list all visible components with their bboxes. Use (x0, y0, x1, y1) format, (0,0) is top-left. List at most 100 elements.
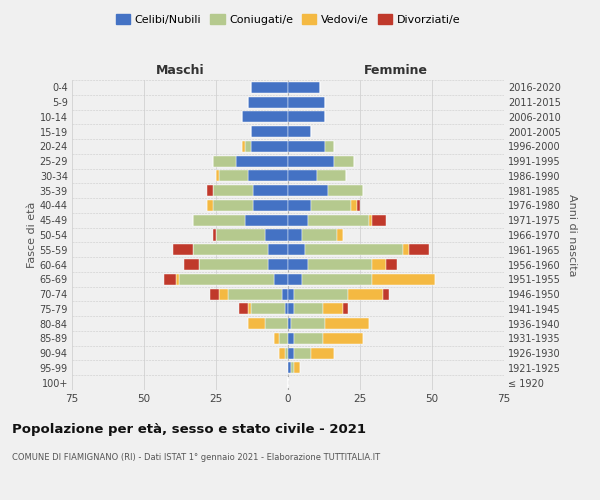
Bar (245, 141, 251, 152)
Bar (176, 274, 179, 285)
Bar (311, 348, 334, 358)
Bar (334, 156, 354, 166)
Bar (199, 259, 268, 270)
Bar (349, 288, 383, 300)
Bar (251, 304, 285, 314)
Bar (288, 230, 302, 240)
Bar (302, 230, 337, 240)
Bar (242, 112, 288, 122)
Bar (213, 200, 253, 211)
Bar (288, 288, 294, 300)
Bar (213, 156, 236, 166)
Bar (294, 288, 349, 300)
Bar (265, 318, 288, 329)
Bar (311, 200, 352, 211)
Bar (288, 274, 302, 285)
Bar (317, 170, 346, 181)
Bar (337, 230, 343, 240)
Bar (308, 259, 371, 270)
Bar (288, 333, 294, 344)
Bar (219, 170, 248, 181)
Bar (386, 259, 397, 270)
Bar (328, 185, 363, 196)
Bar (268, 244, 288, 256)
Bar (291, 362, 294, 374)
Bar (371, 274, 435, 285)
Bar (248, 304, 251, 314)
Text: Femmine: Femmine (364, 64, 428, 77)
Bar (219, 288, 227, 300)
Bar (357, 200, 360, 211)
Bar (227, 288, 282, 300)
Bar (368, 214, 371, 226)
Bar (305, 244, 403, 256)
Bar (294, 304, 323, 314)
Bar (288, 185, 328, 196)
Bar (288, 348, 294, 358)
Bar (288, 200, 311, 211)
Legend: Celibi/Nubili, Coniugati/e, Vedovi/e, Divorziati/e: Celibi/Nubili, Coniugati/e, Vedovi/e, Di… (112, 10, 464, 28)
Y-axis label: Anni di nascita: Anni di nascita (566, 194, 577, 276)
Bar (274, 274, 288, 285)
Bar (285, 304, 288, 314)
Bar (282, 288, 288, 300)
Bar (352, 200, 357, 211)
Bar (280, 348, 285, 358)
Bar (371, 214, 386, 226)
Bar (164, 274, 176, 285)
Bar (265, 230, 288, 240)
Bar (193, 244, 268, 256)
Bar (213, 230, 216, 240)
Bar (409, 244, 429, 256)
Bar (216, 230, 265, 240)
Bar (251, 82, 288, 93)
Bar (208, 185, 213, 196)
Bar (325, 318, 368, 329)
Y-axis label: Fasce di età: Fasce di età (26, 202, 37, 268)
Bar (184, 259, 199, 270)
Bar (294, 362, 299, 374)
Bar (294, 333, 323, 344)
Bar (308, 214, 368, 226)
Bar (248, 318, 265, 329)
Bar (248, 96, 288, 108)
Bar (285, 348, 288, 358)
Bar (288, 244, 305, 256)
Bar (325, 141, 334, 152)
Bar (239, 304, 248, 314)
Bar (288, 170, 317, 181)
Bar (213, 185, 253, 196)
Bar (179, 274, 274, 285)
Bar (210, 288, 219, 300)
Bar (288, 214, 308, 226)
Bar (383, 288, 389, 300)
Bar (288, 82, 320, 93)
Bar (253, 185, 288, 196)
Bar (193, 214, 245, 226)
Text: COMUNE DI FIAMIGNANO (RI) - Dati ISTAT 1° gennaio 2021 - Elaborazione TUTTITALIA: COMUNE DI FIAMIGNANO (RI) - Dati ISTAT 1… (12, 452, 380, 462)
Bar (343, 304, 349, 314)
Bar (288, 304, 294, 314)
Bar (291, 318, 325, 329)
Bar (280, 333, 288, 344)
Bar (323, 333, 363, 344)
Bar (288, 112, 325, 122)
Bar (251, 126, 288, 137)
Bar (268, 259, 288, 270)
Bar (236, 156, 288, 166)
Bar (288, 141, 325, 152)
Bar (251, 141, 288, 152)
Bar (242, 141, 245, 152)
Bar (288, 96, 325, 108)
Bar (253, 200, 288, 211)
Bar (288, 318, 291, 329)
Bar (248, 170, 288, 181)
Bar (403, 244, 409, 256)
Bar (274, 333, 280, 344)
Text: Popolazione per età, sesso e stato civile - 2021: Popolazione per età, sesso e stato civil… (12, 422, 366, 436)
Bar (288, 259, 308, 270)
Bar (302, 274, 371, 285)
Bar (208, 200, 213, 211)
Bar (294, 348, 311, 358)
Bar (245, 214, 288, 226)
